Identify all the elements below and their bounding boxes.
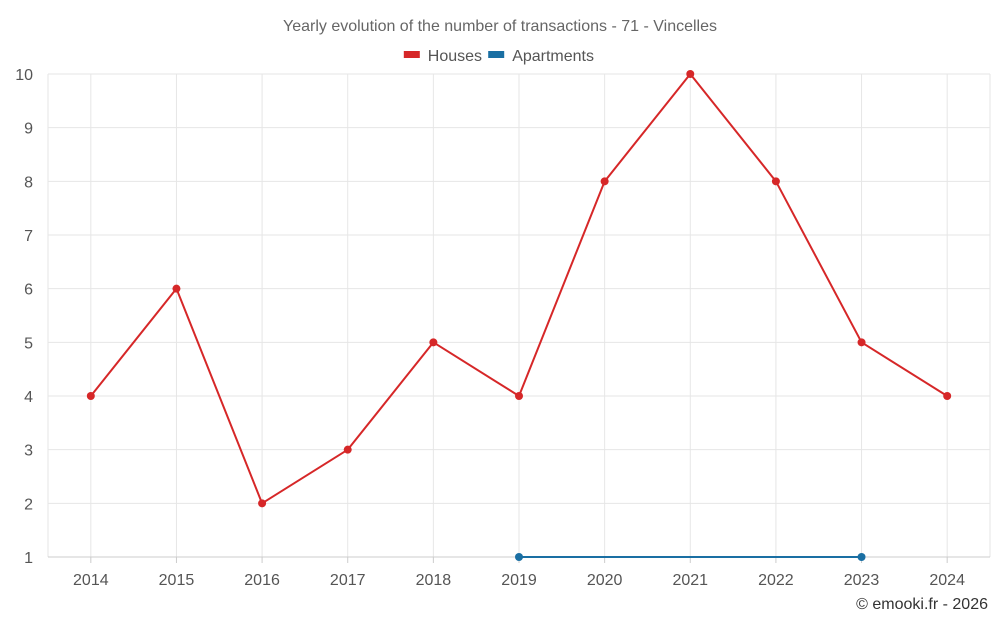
data-point[interactable]: [771, 177, 780, 186]
x-tick-label: 2019: [501, 572, 537, 589]
legend-item-apartments[interactable]: Apartments: [488, 48, 594, 65]
legend-swatch: [488, 51, 505, 58]
y-tick-label: 6: [24, 282, 33, 299]
y-tick-label: 7: [24, 228, 33, 245]
y-tick-label: 2: [24, 496, 33, 513]
chart-title: Yearly evolution of the number of transa…: [283, 18, 717, 35]
data-point[interactable]: [343, 445, 352, 454]
data-point[interactable]: [943, 392, 952, 400]
y-tick-label: 9: [24, 121, 33, 138]
x-tick-label: 2015: [159, 572, 195, 589]
legend-swatch: [403, 51, 420, 58]
data-point[interactable]: [600, 177, 609, 186]
data-point[interactable]: [857, 553, 866, 561]
x-tick-label: 2016: [244, 572, 280, 589]
y-tick-label: 1: [24, 550, 33, 567]
data-point[interactable]: [686, 70, 695, 78]
legend: Houses Apartments: [403, 48, 594, 65]
x-tick-label: 2017: [330, 572, 366, 589]
data-point[interactable]: [258, 499, 267, 508]
x-tick-label: 2021: [672, 572, 708, 589]
data-point[interactable]: [515, 392, 523, 400]
series-layer: [86, 70, 952, 561]
y-tick-label: 8: [24, 174, 33, 191]
y-tick-label: 10: [15, 67, 33, 84]
legend-item-houses[interactable]: Houses: [403, 48, 482, 65]
series-houses: [86, 70, 952, 508]
data-point[interactable]: [172, 284, 181, 293]
y-tick-label: 5: [24, 335, 33, 352]
y-tick-label: 3: [24, 443, 33, 460]
x-tick-label: 2014: [73, 572, 109, 589]
x-tick-label: 2024: [929, 572, 965, 589]
x-tick-label: 2023: [844, 572, 880, 589]
series-apartments: [515, 553, 866, 561]
copyright-credit: © emooki.fr - 2026: [856, 596, 988, 613]
x-tick-label: 2018: [416, 572, 452, 589]
data-point[interactable]: [515, 553, 523, 561]
x-tick-label: 2022: [758, 572, 794, 589]
data-point[interactable]: [429, 338, 438, 347]
data-point[interactable]: [86, 392, 95, 400]
legend-label: Houses: [428, 48, 482, 65]
data-point[interactable]: [857, 338, 866, 347]
x-tick-label: 2020: [587, 572, 623, 589]
y-tick-label: 4: [24, 389, 33, 406]
axes: 1 2 3 4 5 6 7 8 9 10 2014 2015 2016 2017 2018 2019 2020 2…: [15, 67, 990, 589]
grid: [47, 73, 991, 557]
legend-label: Apartments: [512, 48, 594, 65]
